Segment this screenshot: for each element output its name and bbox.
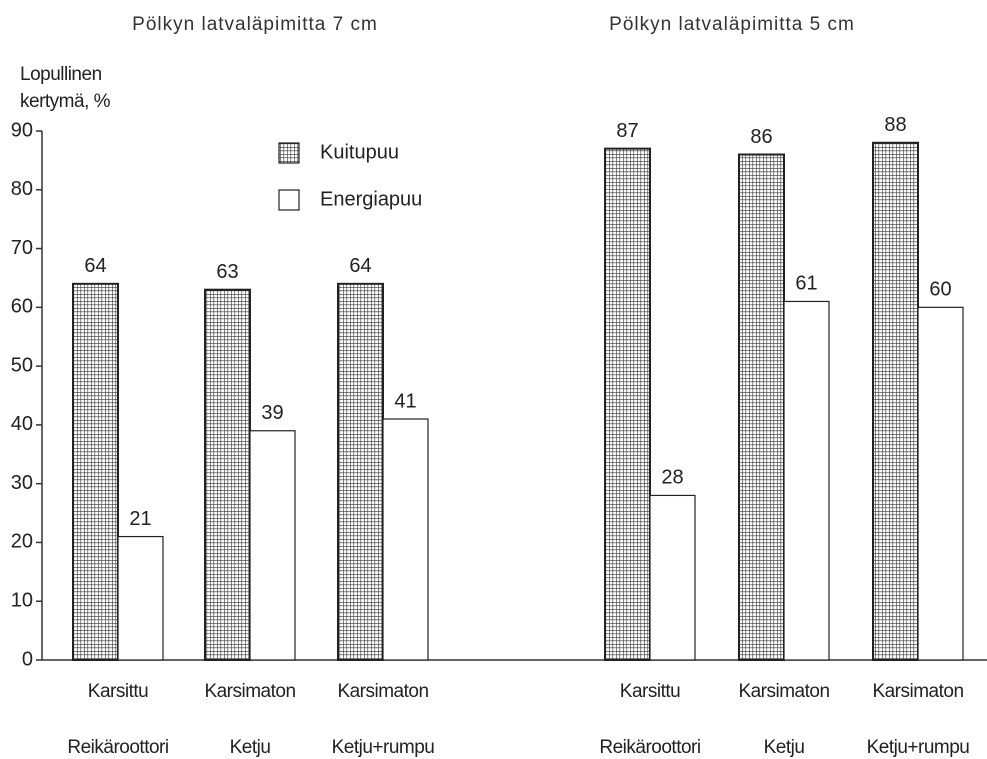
value-label: 86	[750, 126, 772, 148]
legend-label: Kuitupuu	[320, 141, 399, 163]
y-tick-label: 80	[11, 178, 33, 200]
bar	[649, 494, 696, 661]
x-tick-label: Karsimaton	[738, 681, 829, 702]
bar	[337, 282, 384, 661]
chart-title: Pölkyn latvaläpimitta 5 cm	[609, 14, 855, 35]
value-label: 28	[661, 467, 683, 489]
y-tick-label: 0	[22, 648, 33, 670]
bar	[783, 300, 830, 661]
x-tick-label: Karsimaton	[872, 681, 963, 702]
value-label: 88	[884, 114, 906, 136]
y-tick-label: 10	[11, 590, 33, 612]
value-label: 21	[129, 508, 151, 530]
x-tick-label: Karsittu	[620, 681, 680, 702]
value-label: 87	[616, 120, 638, 142]
legend-label: Energiapuu	[320, 188, 422, 210]
y-tick-label: 50	[11, 354, 33, 376]
y-tick-label: 90	[11, 119, 33, 141]
value-label: 63	[216, 261, 238, 283]
x-tick-label: Ketju	[764, 737, 805, 758]
x-tick-label: Ketju	[230, 737, 271, 758]
x-tick-label: Ketju+rumpu	[867, 737, 970, 758]
y-tick-label: 20	[11, 531, 33, 553]
chart-title: Pölkyn latvaläpimitta 7 cm	[132, 14, 378, 35]
y-tick-label: 30	[11, 472, 33, 494]
y-tick-label: 40	[11, 413, 33, 435]
bar	[917, 306, 964, 661]
bar	[872, 141, 919, 661]
bar	[738, 153, 785, 661]
bar	[72, 282, 119, 661]
bar	[382, 418, 429, 661]
value-label: 64	[84, 255, 106, 277]
x-tick-label: Reikäroottori	[67, 737, 168, 758]
x-tick-label: Karsimaton	[337, 681, 428, 702]
y-tick-label: 60	[11, 296, 33, 318]
x-tick-label: Reikäroottori	[599, 737, 700, 758]
value-label: 61	[795, 273, 817, 295]
y-axis-label: Lopullinen	[20, 64, 102, 85]
bar	[604, 147, 651, 661]
value-label: 41	[394, 390, 416, 412]
bar	[117, 535, 164, 661]
y-tick-label: 70	[11, 237, 33, 259]
value-label: 64	[349, 255, 371, 277]
x-tick-label: Ketju+rumpu	[332, 737, 435, 758]
value-label: 39	[261, 402, 283, 424]
x-tick-label: Karsittu	[88, 681, 148, 702]
x-tick-label: Karsimaton	[204, 681, 295, 702]
legend-swatch	[278, 142, 300, 164]
y-axis-label: kertymä, %	[20, 91, 111, 112]
value-label: 60	[929, 279, 951, 301]
legend-swatch	[278, 189, 300, 211]
bar	[249, 430, 296, 661]
bar	[204, 288, 251, 661]
